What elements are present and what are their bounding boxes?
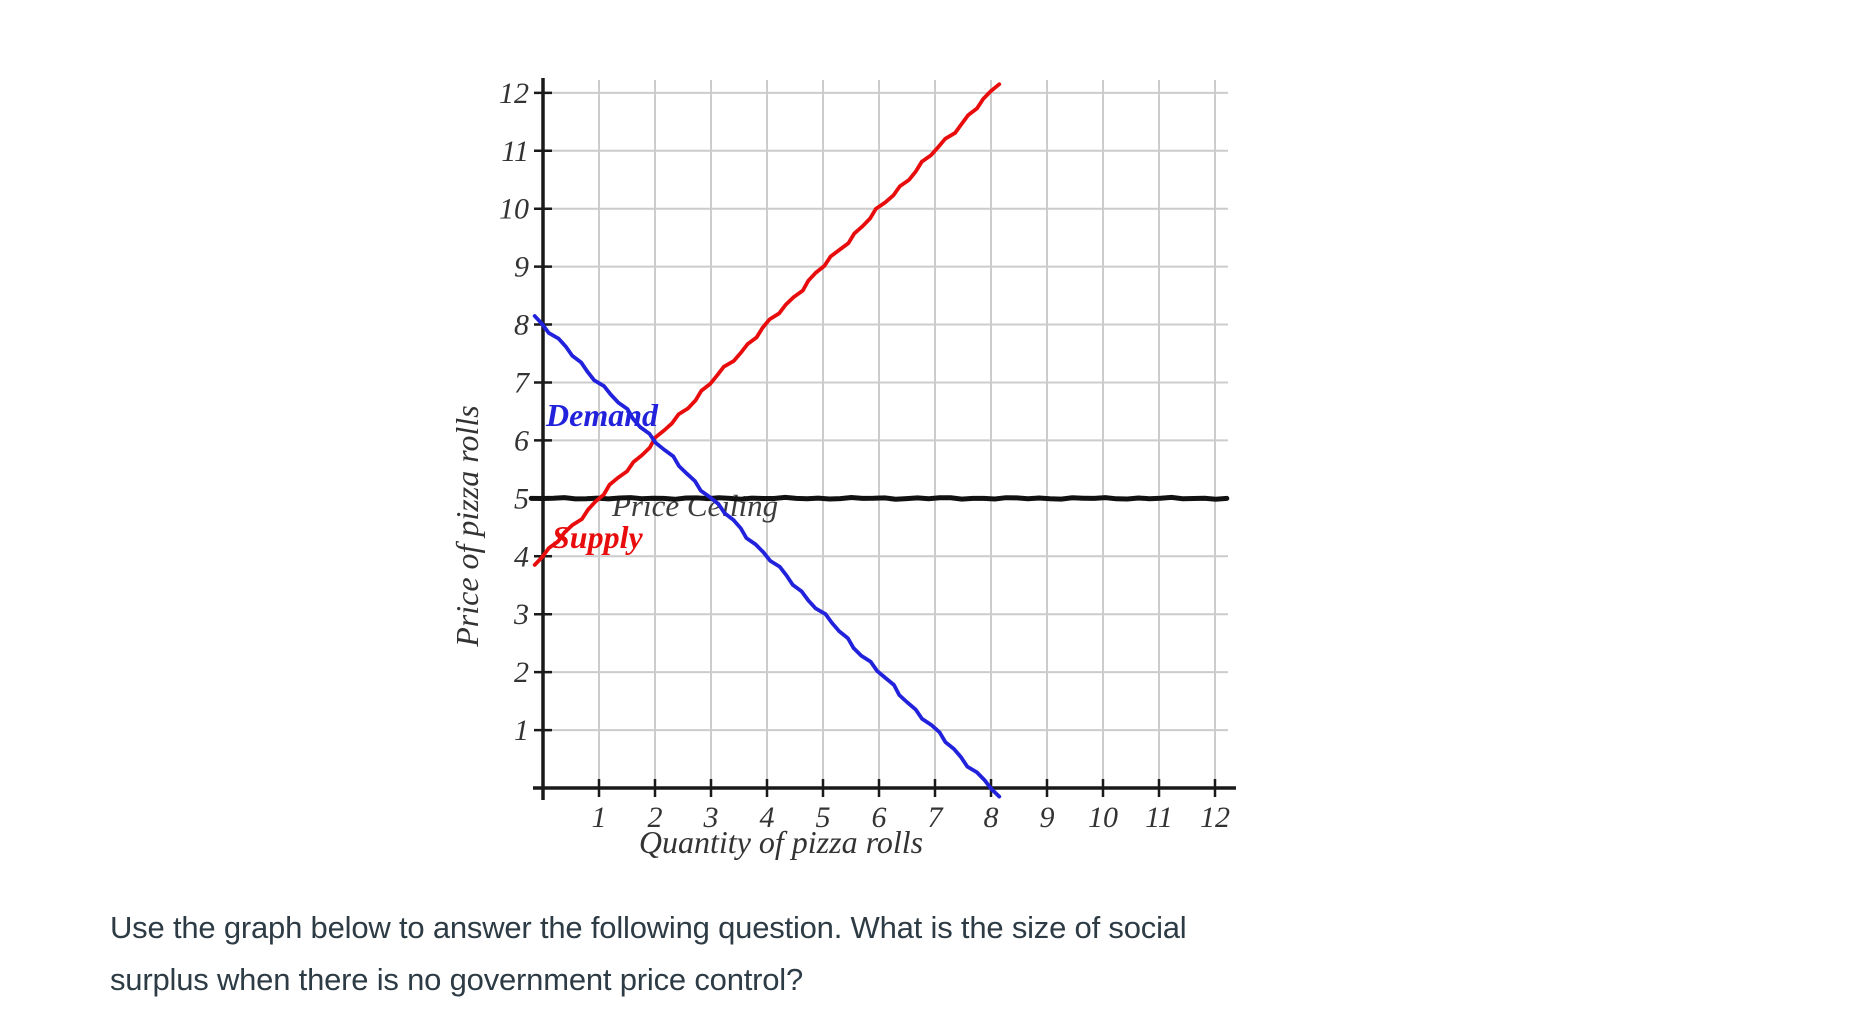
y-tick-label-2: 2 [514, 656, 529, 689]
price-ceiling-label: Price Ceiling [611, 488, 778, 523]
question-text: Use the graph below to answer the follow… [110, 902, 1610, 1006]
x-tick-label-6: 6 [872, 801, 887, 834]
y-tick-label-12: 12 [499, 77, 529, 110]
y-tick-label-1: 1 [514, 714, 529, 747]
x-tick-label-3: 3 [703, 801, 719, 834]
x-tick-label-5: 5 [816, 801, 831, 834]
tick-marks [534, 91, 1217, 797]
y-tick-label-8: 8 [514, 309, 529, 342]
x-tick-label-9: 9 [1040, 801, 1055, 834]
question-line-1: Use the graph below to answer the follow… [110, 910, 1187, 945]
y-tick-label-6: 6 [514, 424, 529, 457]
supply-curve [532, 82, 1002, 567]
y-axis-title: Price of pizza rolls [449, 405, 485, 647]
price-ceiling-curve [528, 494, 1230, 502]
x-tick-label-2: 2 [648, 801, 663, 834]
axis-titles: Price of pizza rolls Quantity of pizza r… [449, 405, 923, 860]
x-tick-label-4: 4 [760, 801, 775, 834]
y-tick-label-3: 3 [513, 598, 529, 631]
y-tick-label-11: 11 [501, 135, 529, 168]
y-tick-label-10: 10 [499, 193, 529, 226]
supply-label: Supply [552, 519, 643, 555]
curves [528, 82, 1230, 799]
curve-labels: Demand Supply Price Ceiling [545, 397, 778, 555]
axes [533, 78, 1236, 800]
x-tick-label-12: 12 [1200, 801, 1230, 834]
demand-curve [532, 314, 1002, 799]
y-tick-label-7: 7 [514, 366, 531, 399]
y-tick-label-9: 9 [514, 251, 529, 284]
x-tick-label-1: 1 [592, 801, 607, 834]
y-tick-label-4: 4 [514, 540, 529, 573]
x-tick-label-10: 10 [1088, 801, 1118, 834]
question-line-2: surplus when there is no government pric… [110, 962, 804, 997]
y-tick-label-5: 5 [514, 482, 529, 515]
x-tick-label-11: 11 [1145, 801, 1173, 834]
x-tick-label-7: 7 [928, 801, 945, 834]
x-tick-label-8: 8 [984, 801, 999, 834]
gridlines [543, 80, 1228, 788]
x-axis-title: Quantity of pizza rolls [639, 824, 923, 860]
